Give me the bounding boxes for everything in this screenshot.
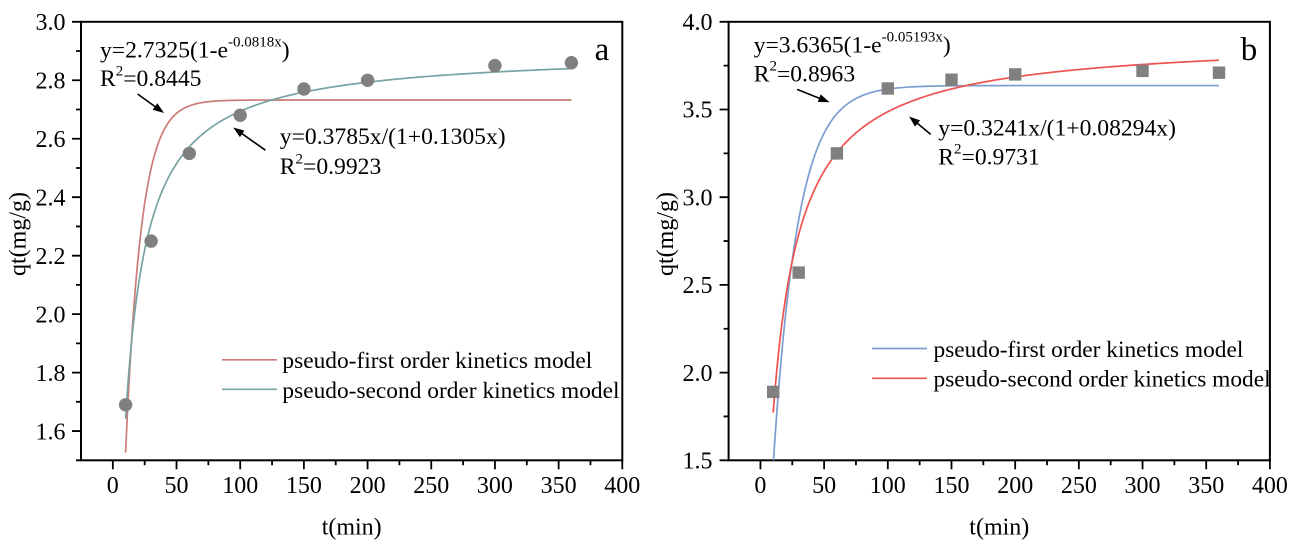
svg-text:3.0: 3.0 — [683, 185, 713, 211]
svg-text:pseudo-second order kinetics m: pseudo-second order kinetics model — [934, 366, 1272, 392]
svg-text:100: 100 — [870, 473, 906, 499]
svg-text:pseudo-second order kinetics m: pseudo-second order kinetics model — [282, 378, 620, 404]
svg-text:100: 100 — [222, 473, 258, 499]
svg-text:1.5: 1.5 — [683, 449, 713, 475]
svg-text:2.6: 2.6 — [36, 127, 66, 153]
svg-text:t(min): t(min) — [969, 514, 1029, 540]
svg-text:R2=0.9923: R2=0.9923 — [280, 151, 381, 180]
svg-text:350: 350 — [541, 473, 577, 499]
svg-text:2.5: 2.5 — [683, 273, 713, 299]
svg-text:300: 300 — [477, 473, 513, 499]
svg-text:2.2: 2.2 — [36, 244, 66, 270]
svg-text:200: 200 — [997, 473, 1033, 499]
svg-text:1.6: 1.6 — [36, 419, 66, 445]
svg-text:200: 200 — [350, 473, 386, 499]
svg-text:50: 50 — [812, 473, 836, 499]
svg-text:qt(mg/g): qt(mg/g) — [653, 192, 679, 276]
svg-text:2.4: 2.4 — [36, 185, 66, 211]
svg-text:pseudo-first order kinetics mo: pseudo-first order kinetics model — [282, 348, 592, 374]
svg-text:350: 350 — [1188, 473, 1224, 499]
svg-text:4.0: 4.0 — [683, 10, 713, 36]
svg-text:y=2.7325(1-e-0.0818x): y=2.7325(1-e-0.0818x) — [100, 35, 290, 64]
svg-text:3.0: 3.0 — [36, 10, 66, 36]
svg-text:t(min): t(min) — [322, 514, 382, 540]
svg-text:pseudo-first order kinetics mo: pseudo-first order kinetics model — [934, 337, 1244, 363]
svg-text:y=0.3785x/(1+0.1305x): y=0.3785x/(1+0.1305x) — [280, 124, 506, 150]
svg-text:250: 250 — [413, 473, 449, 499]
svg-text:2.8: 2.8 — [36, 69, 66, 95]
svg-text:R2=0.9731: R2=0.9731 — [938, 142, 1039, 171]
svg-text:150: 150 — [286, 473, 322, 499]
svg-text:2.0: 2.0 — [683, 361, 713, 387]
svg-text:150: 150 — [934, 473, 970, 499]
svg-text:y=0.3241x/(1+0.08294x): y=0.3241x/(1+0.08294x) — [938, 116, 1176, 142]
svg-text:R2=0.8445: R2=0.8445 — [100, 63, 201, 92]
svg-text:0: 0 — [107, 473, 119, 499]
svg-text:400: 400 — [604, 473, 640, 499]
svg-text:250: 250 — [1061, 473, 1097, 499]
svg-text:300: 300 — [1125, 473, 1161, 499]
svg-text:R2=0.8963: R2=0.8963 — [754, 59, 855, 88]
svg-text:400: 400 — [1252, 473, 1288, 499]
svg-text:qt(mg/g): qt(mg/g) — [6, 192, 32, 276]
svg-text:1.8: 1.8 — [36, 361, 66, 387]
svg-text:50: 50 — [165, 473, 189, 499]
svg-text:b: b — [1241, 32, 1258, 68]
svg-text:2.0: 2.0 — [36, 302, 66, 328]
svg-text:0: 0 — [754, 473, 766, 499]
svg-text:a: a — [595, 32, 610, 68]
svg-text:3.5: 3.5 — [683, 98, 713, 124]
